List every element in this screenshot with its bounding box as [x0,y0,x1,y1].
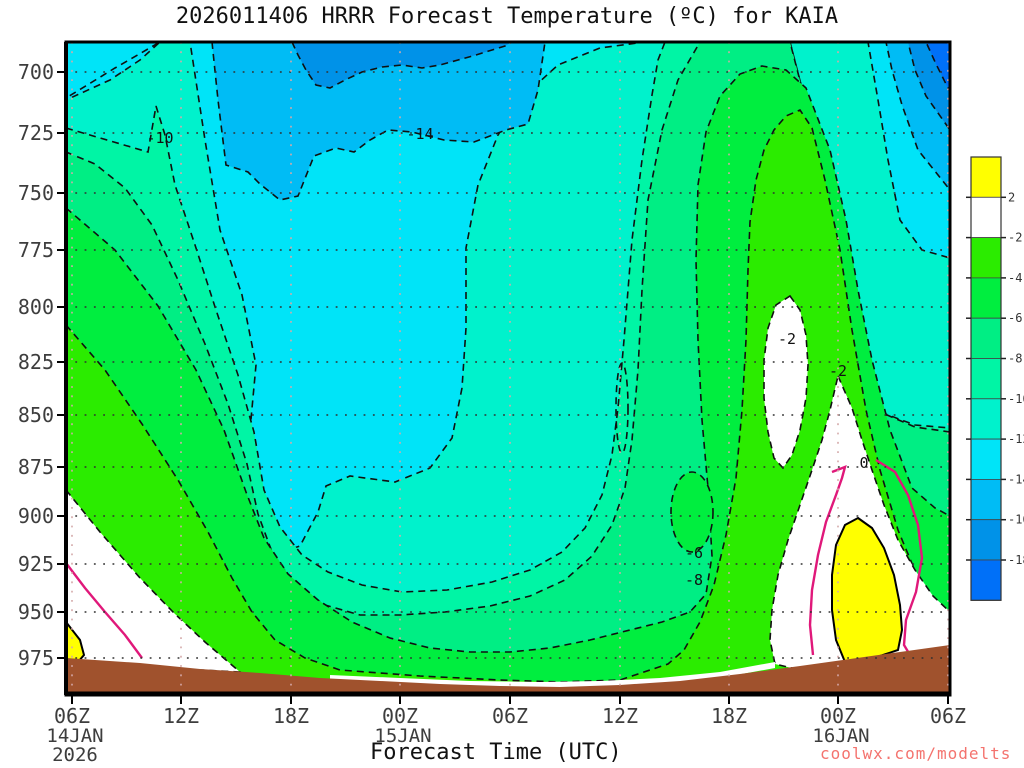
x-tick-label: 00Z [820,704,856,728]
watermark-text: coolwx.com/modelts [820,744,1012,763]
terrain-surface [66,645,950,695]
thin-oval--8 [615,362,629,454]
y-tick-label: 775 [18,238,54,262]
contour-region-cyan-wedge-top-left [66,42,162,99]
contour-label: -14 [406,125,433,143]
colorbar-segment [970,478,1002,521]
colorbar-segment [970,559,1002,601]
contour-region-bright-green--2-4 [66,109,950,695]
chart-title: 2026011406 HRRR Forecast Temperature (ºC… [175,4,839,29]
x-tick-sublabel: 14JAN [46,725,103,747]
y-tick-label: 725 [18,121,54,145]
zero-line-br-right [875,458,924,656]
contour-region-yellow-bottom-left-gt2 [66,620,86,663]
colorbar-label: 2 [1008,190,1015,204]
colorbar-label: -8 [1008,352,1022,366]
colorbar-segment [970,277,1002,319]
contour-label: -2 [829,362,847,380]
colorbar-segment [970,358,1002,400]
green-oval--6 [670,471,714,553]
y-tick-label: 925 [18,552,54,576]
colorbar-segment [970,519,1002,561]
contour-label: 0 [859,454,868,472]
contour-region-lightblue-top-center--14-16 [211,42,546,201]
x-tick-sublabel: 15JAN [374,725,431,747]
colorbar-label: -12 [1008,432,1024,446]
y-tick-label: 800 [18,295,54,319]
contour-region-deepblue-corner-lt-18 [925,42,950,93]
x-axis-title: Forecast Time (UTC) [370,740,622,765]
contour-region-blue-blob-top--16-18 [291,42,514,89]
y-tick-label: 850 [18,403,54,427]
contour-region-white-oval--2 [763,294,809,470]
zero-line-br-left [808,465,847,656]
colorbar-label: -4 [1008,271,1022,285]
y-tick-label: 950 [18,600,54,624]
contour-label: -8 [685,571,703,589]
y-tick-label: 750 [18,181,54,205]
contour-label: -2 [778,330,796,348]
colorbar-segment [970,438,1002,480]
colorbar-segment [970,317,1002,359]
x-tick-sublabel: 2026 [52,744,98,766]
colorbar-label: -16 [1008,513,1024,527]
y-tick-label: 825 [18,350,54,374]
x-tick-label: 00Z [382,704,418,728]
colorbar-frame [970,156,1002,601]
contour-label: -6 [685,544,703,562]
contour-field-layer: -10 -14 -2 -2 0 -6 -8 [66,42,950,695]
colorbar-segment [970,156,1002,198]
x-tick-label: 06Z [54,704,90,728]
x-tick-label: 12Z [602,704,638,728]
x-tick-label: 06Z [492,704,528,728]
y-tick-label: 700 [18,60,54,84]
colorbar-segment [970,398,1002,440]
colorbar-label: -2 [1008,231,1022,245]
y-tick-label: 875 [18,455,54,479]
colorbar-label: -18 [1008,553,1024,567]
terrain-white-sliver [330,662,775,688]
colorbar-segment [970,196,1002,239]
colorbar-label: -14 [1008,472,1024,486]
x-tick-label: 18Z [273,704,309,728]
colorbar-segment [970,237,1002,279]
y-tick-label: 975 [18,646,54,670]
x-tick-label: 12Z [163,704,199,728]
colorbar-label: -10 [1008,392,1024,406]
x-tick-sublabel: 16JAN [812,725,869,747]
x-tick-label: 18Z [711,704,747,728]
contour-label: -10 [146,129,173,147]
colorbar-label: -6 [1008,311,1022,325]
x-tick-label: 06Z [930,704,966,728]
y-tick-label: 900 [18,504,54,528]
